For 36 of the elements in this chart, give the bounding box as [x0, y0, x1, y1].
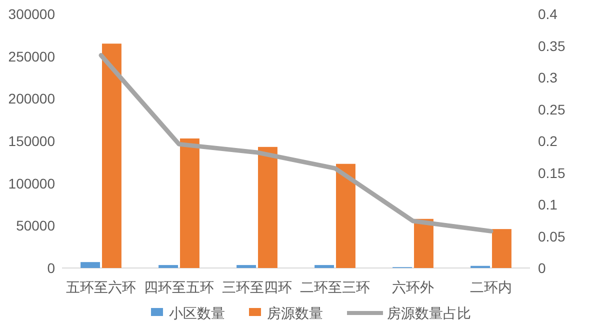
y-tick-label: 0 [47, 260, 56, 276]
x-tick-label: 二环至三环 [300, 279, 370, 295]
legend-label: 房源数量占比 [387, 305, 471, 321]
x-tick-label: 四环至五环 [144, 279, 214, 295]
y2-tick-label: 0.05 [538, 228, 566, 244]
bar [80, 262, 100, 268]
x-tick-label: 五环至六环 [66, 279, 136, 295]
bar [158, 265, 178, 268]
y-tick-label: 100000 [8, 175, 56, 192]
y2-tick-label: 0.4 [538, 6, 558, 22]
y2-tick-label: 0.15 [538, 164, 566, 181]
legend-label: 房源数量 [267, 305, 323, 321]
x-tick-label: 六环外 [392, 279, 434, 295]
y-tick-label: 300000 [8, 6, 56, 22]
y2-tick-label: 0.25 [538, 101, 566, 118]
y-tick-label: 200000 [8, 90, 56, 107]
x-tick-label: 三环至四环 [222, 279, 292, 295]
y2-tick-label: 0.1 [538, 196, 558, 212]
x-tick-label: 二环内 [470, 279, 512, 295]
bar [492, 229, 512, 268]
bar [236, 265, 256, 268]
bar [314, 265, 334, 268]
y2-tick-label: 0 [538, 260, 546, 276]
bar [102, 44, 122, 268]
legend-label: 小区数量 [169, 305, 225, 321]
y2-tick-label: 0.35 [538, 38, 566, 54]
y-tick-label: 250000 [8, 48, 56, 64]
bar [180, 138, 200, 268]
bar [336, 164, 356, 268]
y-tick-label: 50000 [16, 218, 56, 234]
y-tick-label: 150000 [8, 133, 56, 149]
y2-tick-label: 0.3 [538, 70, 558, 86]
bar [414, 218, 434, 268]
y2-tick-label: 0.2 [538, 133, 558, 149]
line-series [98, 53, 494, 234]
bar [258, 146, 278, 268]
